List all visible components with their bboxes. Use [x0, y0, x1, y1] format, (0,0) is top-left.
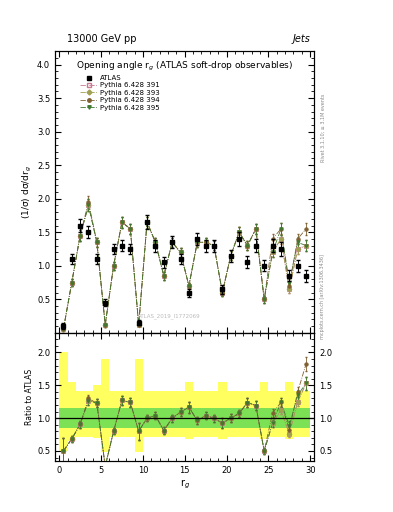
- Y-axis label: (1/σ) dσ/dr$_g$: (1/σ) dσ/dr$_g$: [21, 165, 34, 219]
- Text: 13000 GeV pp: 13000 GeV pp: [67, 33, 136, 44]
- Text: ATLAS_2019_I1772069: ATLAS_2019_I1772069: [138, 313, 200, 318]
- Y-axis label: Ratio to ATLAS: Ratio to ATLAS: [25, 369, 34, 425]
- Text: Jets: Jets: [293, 33, 310, 44]
- Text: mcplots.cern.ch [arXiv:1306.3436]: mcplots.cern.ch [arXiv:1306.3436]: [320, 254, 325, 339]
- X-axis label: r$_g$: r$_g$: [180, 477, 190, 491]
- Legend: ATLAS, Pythia 6.428 391, Pythia 6.428 393, Pythia 6.428 394, Pythia 6.428 395: ATLAS, Pythia 6.428 391, Pythia 6.428 39…: [77, 72, 163, 114]
- Text: Opening angle r$_g$ (ATLAS soft-drop observables): Opening angle r$_g$ (ATLAS soft-drop obs…: [76, 60, 293, 73]
- Text: Rivet 3.1.10; ≥ 3.1M events: Rivet 3.1.10; ≥ 3.1M events: [320, 94, 325, 162]
